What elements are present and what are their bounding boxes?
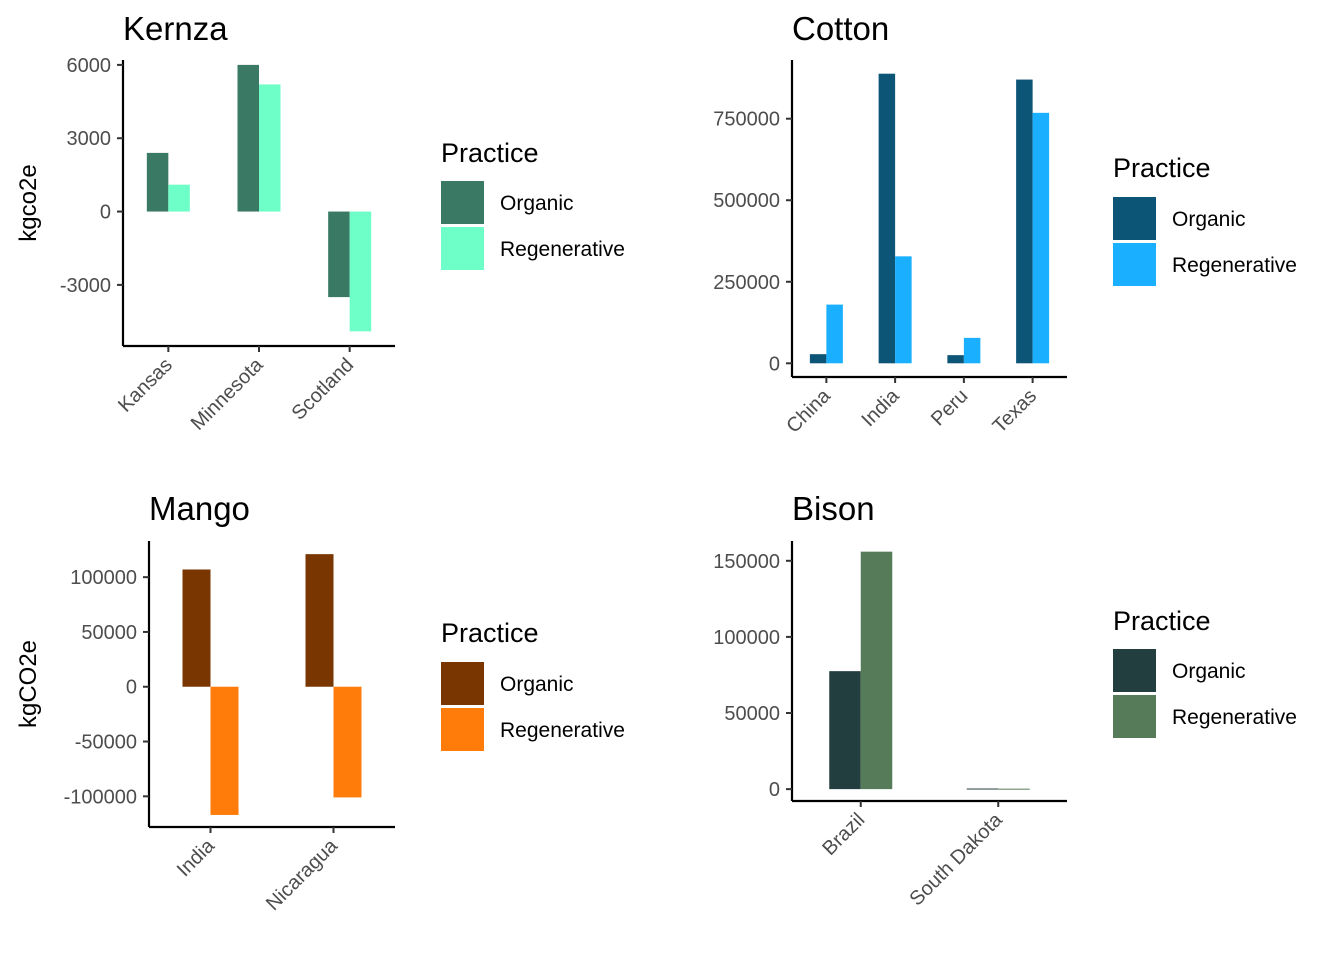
chart-bison-bar-brazil-regenerative [860,551,893,790]
chart-cotton-bar-india-organic [878,73,896,364]
chart-cotton-y-tick-label: 500000 [713,190,780,212]
chart-mango-bar-nicaragua-regenerative [333,686,362,798]
chart-mango-legend: Practice Organic Regenerative [441,618,625,751]
chart-cotton-bar-texas-organic [1016,79,1033,364]
chart-cotton-bar-china-organic [809,354,827,364]
chart-kernza-bar-kansas-regenerative [168,184,190,212]
chart-kernza-legend: Practice Organic Regenerative [441,138,625,270]
chart-mango-legend-title: Practice [441,618,539,648]
chart-mango-y-tick-label: -50000 [75,732,137,754]
chart-cotton-y-tick-label: 0 [769,353,780,375]
chart-kernza-legend-label-regenerative: Regenerative [500,238,625,261]
chart-bison-bar-brazil-organic [829,671,861,790]
chart-cotton-x-tick-label-india: India [857,384,904,431]
chart-kernza-y-axis-label: kgco2e [15,164,42,241]
chart-kernza: Kernza kgco2e -3000 0 3000 6000 Kansas Minnesot… [15,10,625,435]
chart-mango-bar-india-regenerative [210,686,239,815]
chart-mango-legend-key-regenerative [441,708,484,751]
chart-cotton-y-tick-label: 250000 [713,272,780,294]
chart-cotton-bar-peru-regenerative [963,337,981,364]
chart-bison: Bison 0 50000 100000 150000 Brazil South Dakot… [713,490,1297,910]
chart-kernza-legend-label-organic: Organic [500,192,574,215]
chart-mango-x-tick-label-nicaragua: Nicaragua [262,834,343,915]
chart-kernza-bar-minnesota-regenerative [259,84,281,212]
chart-kernza-legend-key-regenerative [441,227,484,270]
chart-cotton-legend-key-organic [1113,197,1156,240]
chart-cotton-bar-texas-regenerative [1032,112,1050,364]
chart-cotton-bar-peru-organic [947,355,964,364]
chart-kernza-title: Kernza [123,10,228,47]
chart-kernza-bar-minnesota-organic [237,64,259,212]
chart-kernza-bar-scotland-regenerative [349,211,372,332]
chart-cotton: Cotton 0 250000 500000 750000 China India Peru T… [713,10,1297,437]
chart-kernza-y-tick-label: 6000 [67,55,112,77]
chart-mango-y-tick-label: -100000 [64,786,137,808]
chart-bison-x-tick-label-brazil: Brazil [818,809,869,860]
chart-mango-x-tick-label-india: India [173,834,220,881]
chart-kernza-legend-key-organic [441,181,484,224]
chart-kernza-x-tick-label-scotland: Scotland [288,354,359,425]
chart-cotton-bar-india-regenerative [895,256,912,364]
chart-bison-legend: Practice Organic Regenerative [1113,606,1297,738]
chart-cotton-y-tick-label: 750000 [713,109,780,131]
chart-kernza-y-tick-label: -3000 [60,275,111,297]
chart-bison-title: Bison [792,490,875,527]
chart-mango-legend-key-organic [441,662,484,705]
chart-cotton-x-tick-label-peru: Peru [927,385,972,430]
chart-mango-bar-nicaragua-organic [305,554,334,687]
chart-kernza-x-tick-label-kansas: Kansas [114,354,177,417]
chart-bison-x-tick-label-south-dakota: South Dakota [906,808,1008,910]
chart-cotton-x-tick-label-china: China [782,384,835,437]
chart-kernza-bar-scotland-organic [328,211,350,298]
chart-mango-y-tick-label: 0 [126,677,137,699]
chart-bison-legend-key-regenerative [1113,695,1156,738]
chart-mango-legend-label-organic: Organic [500,673,574,696]
chart-mango-y-tick-label: 50000 [81,622,137,644]
chart-bison-y-tick-label: 100000 [713,627,780,649]
chart-bison-bar-south-dakota-regenerative [998,788,1030,790]
chart-cotton-legend-label-regenerative: Regenerative [1172,254,1297,277]
chart-bison-bar-south-dakota-organic [966,788,999,790]
chart-kernza-bar-kansas-organic [146,152,169,212]
chart-kernza-x-tick-label-minnesota: Minnesota [187,353,268,434]
chart-bison-legend-key-organic [1113,649,1156,692]
chart-cotton-legend: Practice Organic Regenerative [1113,153,1297,286]
chart-bison-legend-label-organic: Organic [1172,660,1246,683]
chart-bison-legend-label-regenerative: Regenerative [1172,706,1297,729]
chart-mango-y-tick-label: 100000 [70,567,137,589]
chart-cotton-x-tick-label-texas: Texas [989,385,1042,438]
chart-bison-legend-title: Practice [1113,606,1211,636]
chart-kernza-y-tick-label: 0 [100,202,111,224]
chart-cotton-legend-key-regenerative [1113,243,1156,286]
chart-cotton-legend-label-organic: Organic [1172,208,1246,231]
chart-cotton-bar-china-regenerative [826,304,843,364]
chart-kernza-y-tick-label: 3000 [67,128,112,150]
chart-mango-y-axis-label: kgCO2e [15,640,42,728]
chart-mango-legend-label-regenerative: Regenerative [500,719,625,742]
chart-kernza-legend-title: Practice [441,138,539,168]
chart-bison-y-tick-label: 150000 [713,551,780,573]
chart-bison-y-tick-label: 50000 [724,703,780,725]
chart-cotton-title: Cotton [792,10,889,47]
chart-cotton-legend-title: Practice [1113,153,1211,183]
chart-mango: Mango kgCO2e -100000 -50000 0 50000 100000 Indi… [15,490,625,915]
chart-bison-y-tick-label: 0 [769,779,780,801]
chart-mango-bar-india-organic [182,569,211,687]
chart-mango-title: Mango [149,490,250,527]
